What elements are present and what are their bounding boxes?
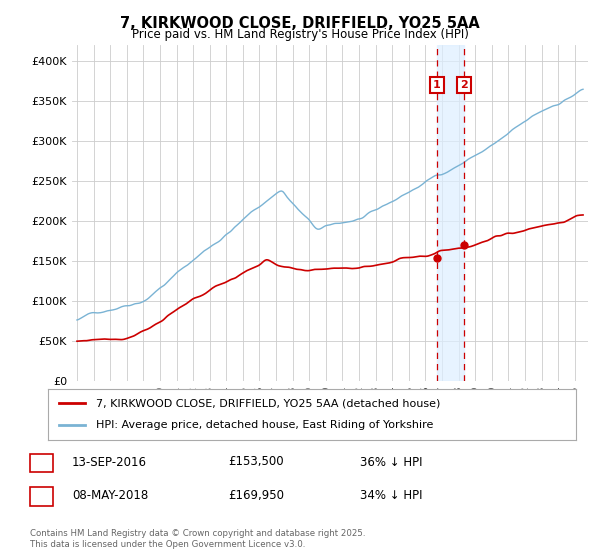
Text: 2: 2 [461, 80, 468, 90]
Text: 1: 1 [37, 456, 46, 469]
Text: HPI: Average price, detached house, East Riding of Yorkshire: HPI: Average price, detached house, East… [95, 421, 433, 431]
Text: 7, KIRKWOOD CLOSE, DRIFFIELD, YO25 5AA (detached house): 7, KIRKWOOD CLOSE, DRIFFIELD, YO25 5AA (… [95, 398, 440, 408]
Text: 1: 1 [433, 80, 441, 90]
Text: 13-SEP-2016: 13-SEP-2016 [72, 455, 147, 469]
Text: 08-MAY-2018: 08-MAY-2018 [72, 489, 148, 502]
Bar [437, 45, 464, 381]
Text: 2: 2 [37, 489, 46, 503]
Text: Contains HM Land Registry data © Crown copyright and database right 2025.
This d: Contains HM Land Registry data © Crown c… [30, 529, 365, 549]
Text: 34% ↓ HPI: 34% ↓ HPI [360, 489, 422, 502]
Text: 7, KIRKWOOD CLOSE, DRIFFIELD, YO25 5AA: 7, KIRKWOOD CLOSE, DRIFFIELD, YO25 5AA [120, 16, 480, 31]
Text: £153,500: £153,500 [228, 455, 284, 469]
Text: £169,950: £169,950 [228, 489, 284, 502]
Text: 36% ↓ HPI: 36% ↓ HPI [360, 455, 422, 469]
Text: Price paid vs. HM Land Registry's House Price Index (HPI): Price paid vs. HM Land Registry's House … [131, 28, 469, 41]
